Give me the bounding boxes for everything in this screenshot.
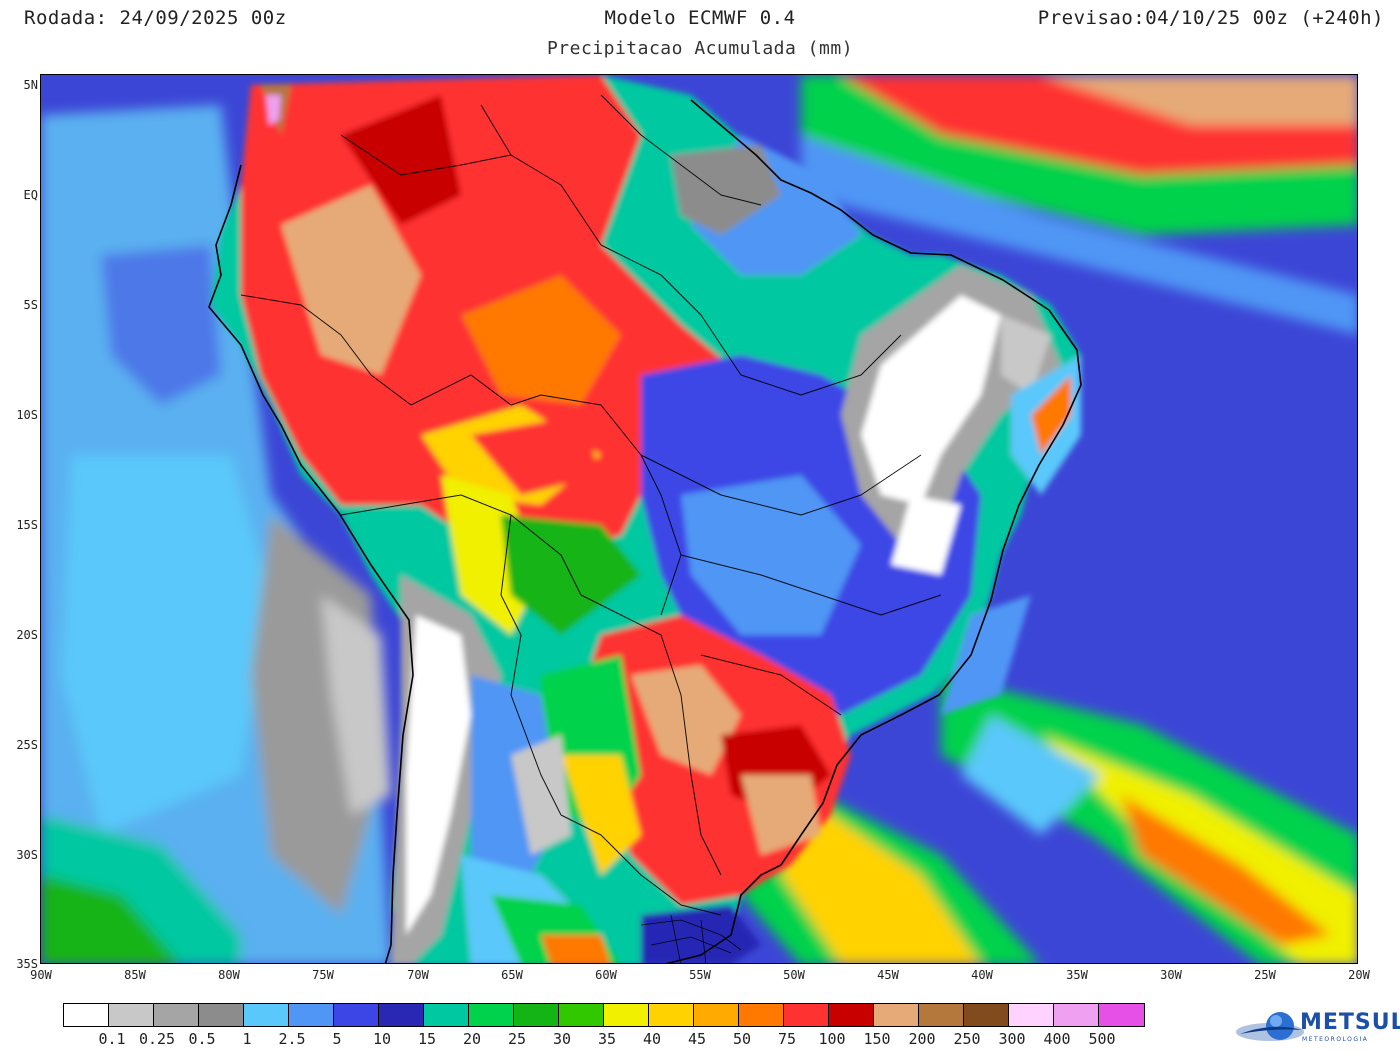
lon-label: 35W [1066,968,1088,982]
colorbar-label: 35 [597,1030,617,1048]
colorbar-swatch [424,1004,469,1026]
colorbar-label: 10 [372,1030,392,1048]
run-date-label: Rodada: 24/09/2025 00z [24,7,287,29]
colorbar-swatch [334,1004,379,1026]
colorbar-label: 400 [1043,1030,1071,1048]
precipitation-colorbar [63,1003,1145,1027]
lon-label: 55W [689,968,711,982]
lon-label: 70W [407,968,429,982]
colorbar-swatch [199,1004,244,1026]
colorbar-label: 1 [242,1030,252,1048]
colorbar-swatch [379,1004,424,1026]
colorbar-label: 25 [507,1030,527,1048]
map-subtitle: Precipitacao Acumulada (mm) [546,38,854,59]
metsul-globe-icon [1236,1012,1304,1041]
colorbar-swatch [1099,1004,1144,1026]
colorbar-label: 500 [1088,1030,1116,1048]
colorbar-label: 75 [777,1030,797,1048]
logo-tagline: METEOROLOGIA [1302,1036,1369,1043]
lat-label: 20S [16,628,38,642]
colorbar-label: 100 [818,1030,846,1048]
logo-name: METSUL [1300,1010,1400,1035]
colorbar-label: 0.5 [188,1030,216,1048]
lat-label: 15S [16,518,38,532]
colorbar-swatch [469,1004,514,1026]
lon-label: 90W [30,968,52,982]
colorbar-swatch [559,1004,604,1026]
colorbar-swatch [514,1004,559,1026]
colorbar-swatch [64,1004,109,1026]
lat-label: 10S [16,408,38,422]
colorbar-label: 50 [732,1030,752,1048]
colorbar-label: 5 [332,1030,342,1048]
lon-label: 65W [501,968,523,982]
colorbar-label: 45 [687,1030,707,1048]
colorbar-swatch [784,1004,829,1026]
forecast-time-label: Previsao:04/10/25 00z (+240h) [1037,7,1384,29]
colorbar-swatch [289,1004,334,1026]
colorbar-swatch [1009,1004,1054,1026]
colorbar-swatch [739,1004,784,1026]
lat-label: 5N [23,78,38,92]
lon-label: 85W [124,968,146,982]
colorbar-label: 20 [462,1030,482,1048]
lon-label: 40W [971,968,993,982]
colorbar-swatch [649,1004,694,1026]
precipitation-field [41,75,1357,963]
colorbar-swatch [874,1004,919,1026]
colorbar-label: 40 [642,1030,662,1048]
colorbar-label: 15 [417,1030,437,1048]
lat-label: 30S [16,848,38,862]
lon-label: 20W [1348,968,1370,982]
colorbar-swatch [829,1004,874,1026]
colorbar-swatch [919,1004,964,1026]
colorbar-label: 150 [863,1030,891,1048]
lon-label: 50W [783,968,805,982]
colorbar-label: 0.25 [138,1030,176,1048]
lon-label: 75W [312,968,334,982]
colorbar-label: 300 [998,1030,1026,1048]
colorbar-swatch [154,1004,199,1026]
colorbar-label: 0.1 [98,1030,126,1048]
lon-label: 25W [1254,968,1276,982]
lat-label: EQ [23,188,38,202]
lon-label: 60W [595,968,617,982]
lon-label: 30W [1160,968,1182,982]
lat-label: 5S [23,298,38,312]
colorbar-swatch [1054,1004,1099,1026]
colorbar-swatch [604,1004,649,1026]
colorbar-swatch [694,1004,739,1026]
colorbar-swatch [244,1004,289,1026]
colorbar-label: 250 [953,1030,981,1048]
precipitation-map [40,74,1358,964]
lon-label: 45W [877,968,899,982]
colorbar-swatch [964,1004,1009,1026]
model-title: Modelo ECMWF 0.4 [604,7,796,29]
lon-label: 80W [218,968,240,982]
colorbar-label: 2.5 [278,1030,306,1048]
colorbar-label: 30 [552,1030,572,1048]
colorbar-label: 200 [908,1030,936,1048]
lat-label: 25S [16,738,38,752]
lat-label: 35S [16,957,38,971]
colorbar-swatch [109,1004,154,1026]
